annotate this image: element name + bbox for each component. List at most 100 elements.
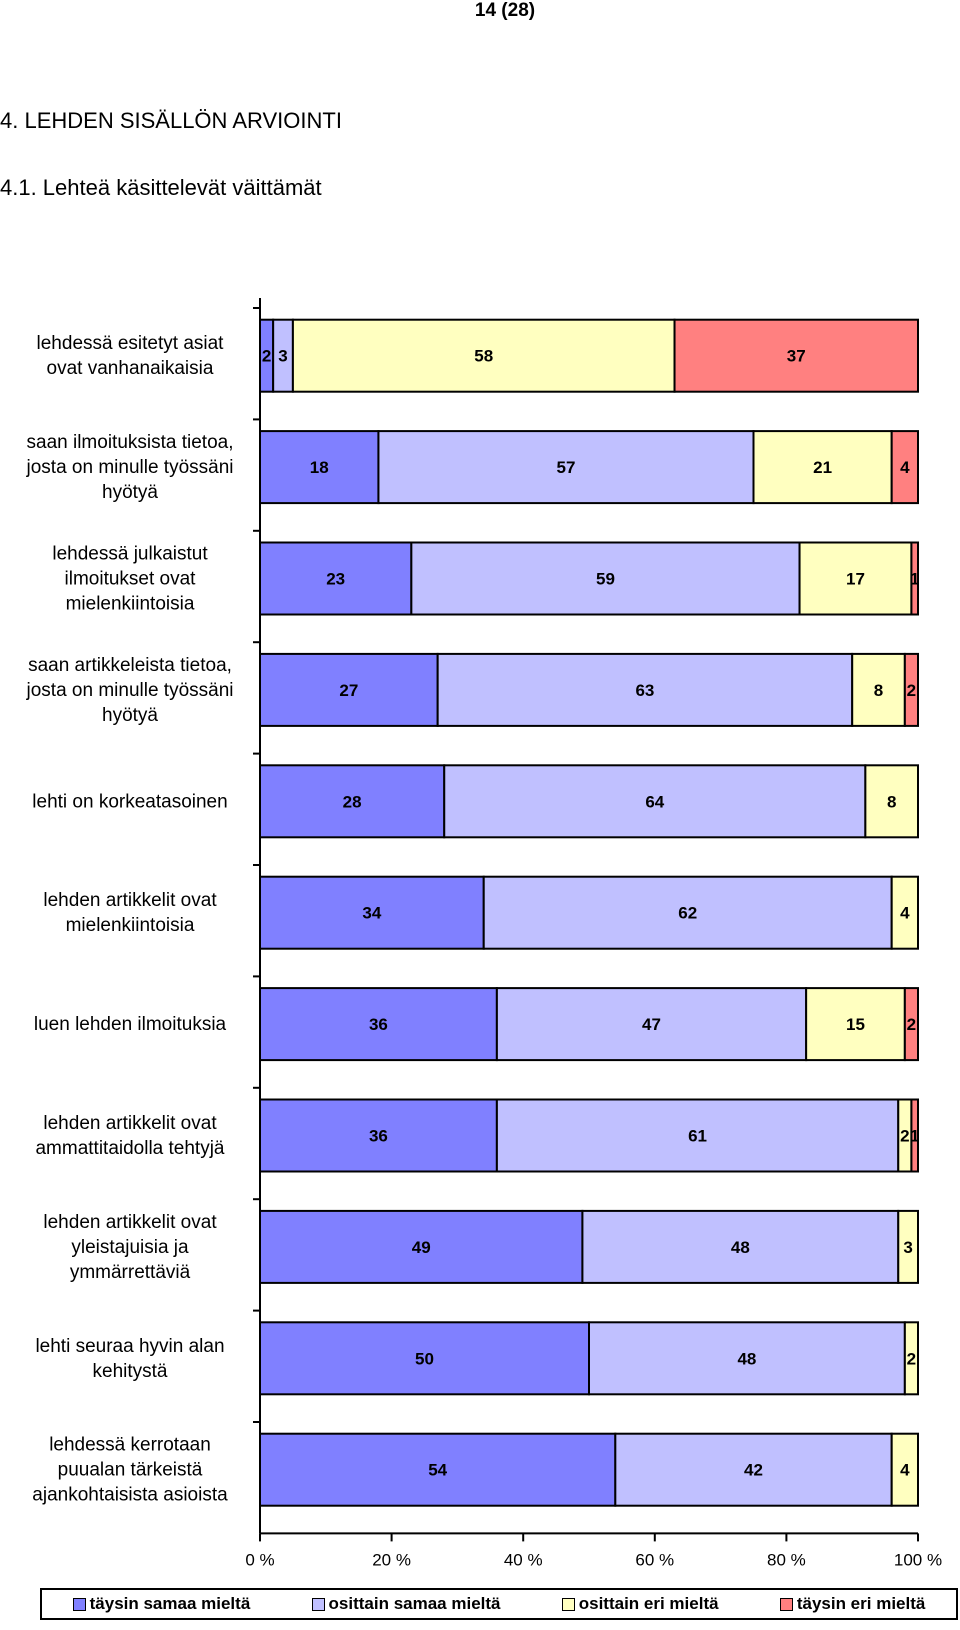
category-label: lehden artikkelit ovat xyxy=(43,890,217,911)
legend-item-taysin-samaa: täysin samaa mieltä xyxy=(72,1594,251,1614)
bar-segment xyxy=(890,430,919,505)
legend-item-taysin-eri: täysin eri mieltä xyxy=(779,1594,925,1614)
category-label: mielenkiintoisia xyxy=(66,594,195,615)
category-label: josta on minulle työssäni xyxy=(26,457,234,478)
category-label: saan ilmoituksista tietoa, xyxy=(27,432,234,453)
bar-segment xyxy=(805,987,906,1062)
bar-segment xyxy=(259,541,413,616)
x-tick-label: 100 % xyxy=(894,1550,942,1569)
data-label: 2 xyxy=(900,1127,909,1146)
bar-segment xyxy=(673,318,919,393)
data-label: 48 xyxy=(737,1349,756,1368)
bar-segment xyxy=(851,652,906,727)
legend-label: täysin samaa mieltä xyxy=(89,1594,251,1613)
data-label: 18 xyxy=(310,458,329,477)
category-label: lehden artikkelit ovat xyxy=(43,1212,217,1233)
data-label: 8 xyxy=(874,681,883,700)
data-label: 59 xyxy=(596,570,615,589)
section-title: 4. LEHDEN SISÄLLÖN ARVIOINTI xyxy=(0,108,342,133)
data-label: 58 xyxy=(474,347,493,366)
bar-segment xyxy=(259,1098,498,1173)
data-label: 57 xyxy=(557,458,576,477)
data-label: 50 xyxy=(415,1349,434,1368)
category-label: lehdessä julkaistut xyxy=(52,544,208,565)
category-label: yleistajuisia ja xyxy=(71,1237,189,1258)
data-label: 1 xyxy=(910,1127,919,1146)
bar-segment xyxy=(752,430,893,505)
bar-segment xyxy=(436,652,854,727)
bar-segment xyxy=(910,541,919,616)
category-label: puualan tärkeistä xyxy=(58,1460,203,1481)
chart-legend: täysin samaa mieltä osittain samaa mielt… xyxy=(40,1588,958,1620)
legend-swatch-taysin-eri xyxy=(779,1597,793,1611)
data-label: 2 xyxy=(907,681,916,700)
x-tick-label: 20 % xyxy=(372,1550,411,1569)
x-tick-label: 40 % xyxy=(504,1550,543,1569)
category-label: lehdessä esitetyt asiat xyxy=(37,333,225,354)
bar-segment xyxy=(890,1432,919,1507)
data-label: 17 xyxy=(846,570,865,589)
category-label: josta on minulle työssäni xyxy=(26,680,234,701)
data-label: 15 xyxy=(846,1015,865,1034)
category-label: saan artikkeleista tietoa, xyxy=(28,655,232,676)
data-label: 34 xyxy=(362,904,381,923)
bar-segment xyxy=(495,987,808,1062)
category-label: hyötyä xyxy=(102,482,158,503)
bar-segment xyxy=(798,541,913,616)
category-label: hyötyä xyxy=(102,705,158,726)
bar-segment xyxy=(903,987,920,1062)
data-label: 4 xyxy=(900,1461,910,1480)
bar-segment xyxy=(377,430,755,505)
legend-swatch-osittain-eri xyxy=(561,1597,575,1611)
stacked-bar-chart: lehdessä esitetyt asiat ovat vanhanaikais… xyxy=(26,298,942,1569)
data-label: 48 xyxy=(731,1238,750,1257)
data-label: 54 xyxy=(428,1461,447,1480)
data-label: 42 xyxy=(744,1461,763,1480)
data-label: 27 xyxy=(339,681,358,700)
category-label: ajankohtaisista asioista xyxy=(32,1485,228,1506)
bar-segment xyxy=(903,652,920,727)
data-label: 36 xyxy=(369,1015,388,1034)
data-label: 47 xyxy=(642,1015,661,1034)
legend-swatch-taysin-samaa xyxy=(72,1597,86,1611)
data-label: 37 xyxy=(787,347,806,366)
data-label: 8 xyxy=(887,792,896,811)
legend-item-osittain-samaa: osittain samaa mieltä xyxy=(311,1594,501,1614)
data-label: 3 xyxy=(903,1238,912,1257)
data-label: 2 xyxy=(907,1349,916,1368)
data-label: 21 xyxy=(813,458,832,477)
category-label: mielenkiintoisia xyxy=(66,915,195,936)
bar-segment xyxy=(259,1432,617,1507)
bar-segment xyxy=(482,875,893,950)
data-label: 61 xyxy=(688,1127,707,1146)
category-label: ovat vanhanaikaisia xyxy=(47,358,214,379)
bar-segment xyxy=(259,430,380,505)
category-label: lehti on korkeatasoinen xyxy=(32,791,227,812)
category-label: lehdessä kerrotaan xyxy=(49,1435,211,1456)
legend-item-osittain-eri: osittain eri mieltä xyxy=(561,1594,719,1614)
data-label: 62 xyxy=(678,904,697,923)
legend-swatch-osittain-samaa xyxy=(311,1597,325,1611)
bar-segment xyxy=(291,318,676,393)
bar-segment xyxy=(864,764,919,839)
category-label: lehden artikkelit ovat xyxy=(43,1113,217,1134)
category-label: luen lehden ilmoituksia xyxy=(34,1014,227,1035)
bar-segment xyxy=(890,875,919,950)
bar-segment xyxy=(897,1209,920,1284)
data-label: 36 xyxy=(369,1127,388,1146)
data-label: 3 xyxy=(278,347,287,366)
data-label: 1 xyxy=(910,570,919,589)
category-label: ymmärrettäviä xyxy=(70,1262,191,1283)
category-label: ammattitaidolla tehtyjä xyxy=(35,1138,224,1159)
bar-segment xyxy=(588,1321,906,1396)
bar-segment xyxy=(910,1098,919,1173)
data-label: 63 xyxy=(635,681,654,700)
data-label: 4 xyxy=(900,904,910,923)
data-label: 23 xyxy=(326,570,345,589)
x-tick-label: 80 % xyxy=(767,1550,806,1569)
data-label: 4 xyxy=(900,458,910,477)
bar-segment xyxy=(410,541,801,616)
data-label: 2 xyxy=(907,1015,916,1034)
legend-label: osittain samaa mieltä xyxy=(328,1594,501,1613)
category-label: kehitystä xyxy=(93,1361,168,1382)
